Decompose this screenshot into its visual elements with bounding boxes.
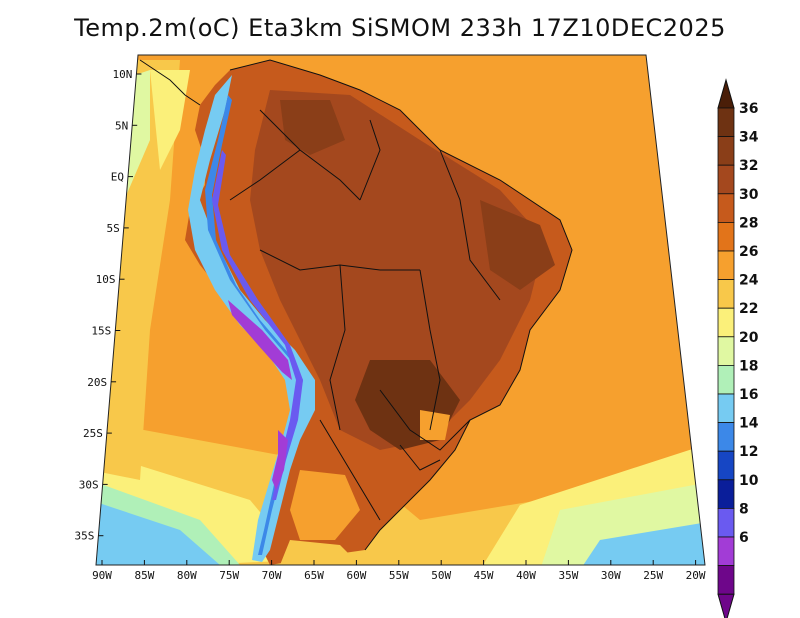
lon-tick-label: 25W bbox=[643, 569, 663, 582]
lon-tick-label: 70W bbox=[262, 569, 282, 582]
lat-tick-label: 15S bbox=[91, 325, 111, 338]
colorbar-segment bbox=[717, 507, 735, 538]
colorbar-segment bbox=[717, 279, 735, 309]
colorbar-label: 18 bbox=[739, 358, 758, 374]
colorbar-segment bbox=[717, 565, 735, 595]
country-borders bbox=[139, 59, 573, 551]
lon-tick-label: 65W bbox=[304, 569, 324, 582]
lon-tick-label: 80W bbox=[177, 569, 197, 582]
lat-tick-label: 10N bbox=[113, 68, 133, 81]
lat-tick-label: 20S bbox=[87, 376, 107, 389]
colorbar-segment bbox=[717, 107, 735, 138]
colorbar-segment bbox=[717, 221, 735, 252]
lat-tick-label: 5S bbox=[107, 222, 120, 235]
lon-tick-label: 85W bbox=[134, 569, 154, 582]
colorbar-bottom-arrow bbox=[717, 593, 735, 618]
lon-tick-label: 50W bbox=[431, 569, 451, 582]
colorbar-legend: 36 34 32 30 28 26 24 22 20 18 16 14 12 10 8 6 bbox=[717, 78, 759, 618]
colorbar-segment bbox=[717, 136, 735, 166]
colorbar-label: 26 bbox=[739, 244, 758, 260]
colorbar-segment bbox=[717, 164, 735, 195]
colorbar-label: 14 bbox=[739, 416, 759, 432]
map-frame bbox=[95, 54, 706, 566]
colorbar-label: 12 bbox=[739, 444, 758, 460]
lat-tick-label: 5N bbox=[115, 119, 128, 132]
colorbar-segment bbox=[717, 393, 735, 424]
temperature-field bbox=[96, 55, 705, 565]
colorbar-label: 34 bbox=[739, 130, 759, 146]
colorbar-label: 32 bbox=[739, 158, 758, 174]
lat-tick-label: 10S bbox=[96, 273, 116, 286]
latitude-axis: 10N 5N EQ 5S 10S 15S 20S 25S 30S 35S bbox=[75, 68, 142, 543]
colorbar-label: 30 bbox=[739, 187, 759, 203]
colorbar-segment bbox=[717, 193, 735, 223]
lon-tick-label: 90W bbox=[92, 569, 112, 582]
lon-tick-label: 30W bbox=[601, 569, 621, 582]
colorbar-top-arrow bbox=[717, 78, 735, 109]
colorbar-label: 22 bbox=[739, 301, 758, 317]
colorbar-segment bbox=[717, 364, 735, 395]
lon-tick-label: 60W bbox=[346, 569, 366, 582]
lat-tick-label: EQ bbox=[111, 171, 124, 184]
colorbar-label: 16 bbox=[739, 387, 758, 403]
colorbar-label: 6 bbox=[739, 530, 749, 546]
colorbar-label: 28 bbox=[739, 215, 758, 231]
colorbar-segment bbox=[717, 250, 735, 281]
colorbar-label: 8 bbox=[739, 501, 749, 517]
lat-tick-label: 35S bbox=[75, 530, 95, 543]
colorbar-segment bbox=[717, 479, 735, 509]
lon-tick-label: 55W bbox=[389, 569, 409, 582]
colorbar-label: 36 bbox=[739, 101, 758, 117]
lon-tick-label: 45W bbox=[474, 569, 494, 582]
colorbar-label: 20 bbox=[739, 330, 759, 346]
lon-tick-label: 40W bbox=[516, 569, 536, 582]
colorbar-segment bbox=[717, 307, 735, 338]
lon-tick-label: 35W bbox=[558, 569, 578, 582]
colorbar-segment bbox=[717, 336, 735, 366]
longitude-axis: 90W 85W 80W 75W 70W 65W 60W 55W 50W 45W 40W 35W 30W 2… bbox=[92, 560, 706, 582]
colorbar-segment bbox=[717, 450, 735, 481]
colorbar-label: 24 bbox=[739, 273, 759, 289]
colorbar-segment bbox=[717, 422, 735, 452]
colorbar-segment bbox=[717, 536, 735, 567]
lat-tick-label: 30S bbox=[79, 478, 99, 491]
lat-tick-label: 25S bbox=[83, 427, 103, 440]
map-title: Temp.2m(oC) Eta3km SiSMOM 233h 17Z10DEC2… bbox=[74, 14, 726, 42]
lon-tick-label: 75W bbox=[219, 569, 239, 582]
lon-tick-label: 20W bbox=[686, 569, 706, 582]
colorbar-label: 10 bbox=[739, 473, 759, 489]
